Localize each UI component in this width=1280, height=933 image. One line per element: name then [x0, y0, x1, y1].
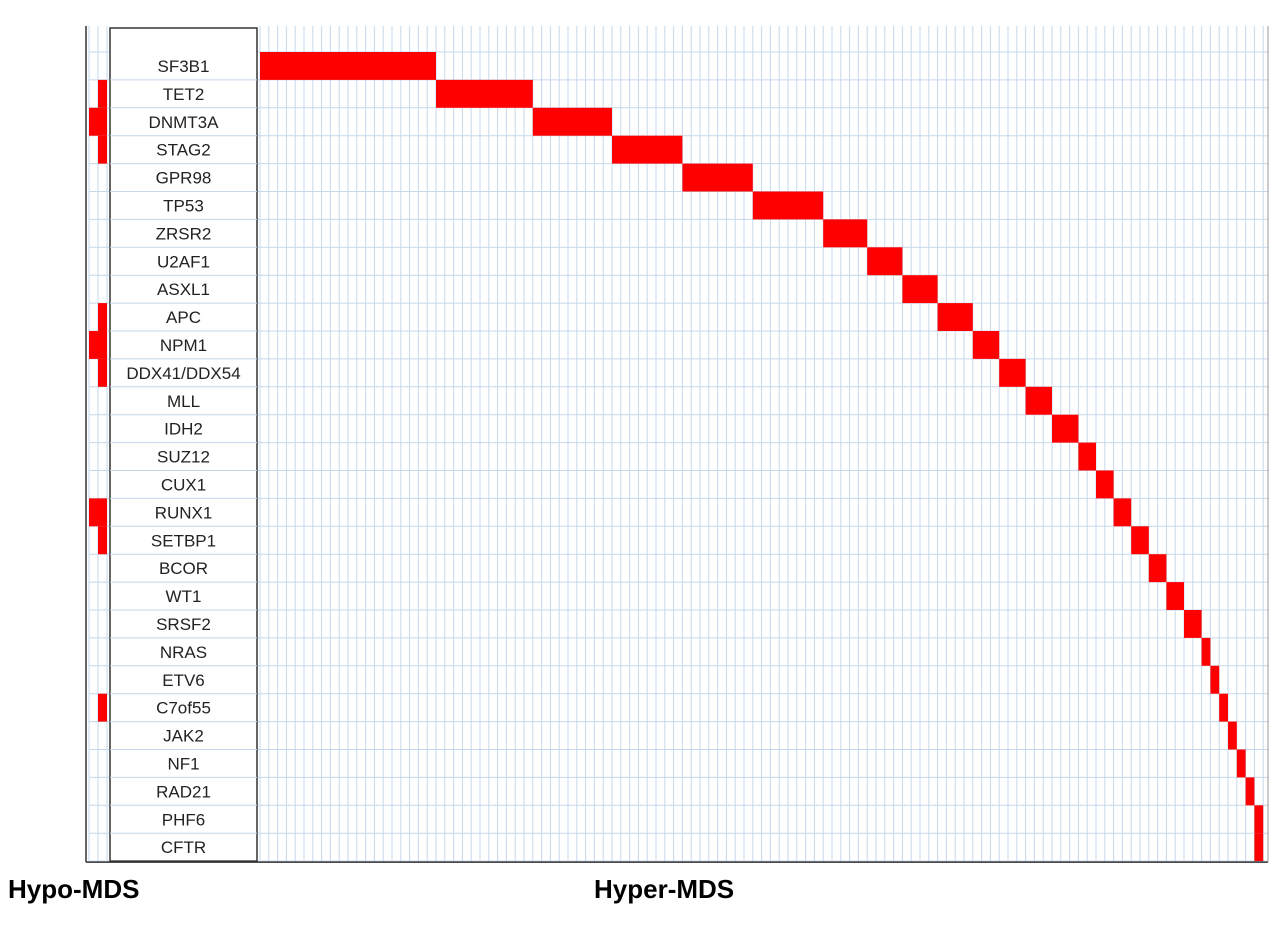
- mutation-cell-hyper: [902, 275, 938, 304]
- mutation-cell-hypo: [98, 135, 107, 164]
- mutation-cell-hypo: [98, 358, 107, 387]
- mutation-cell-hyper: [752, 191, 824, 220]
- gene-label: MLL: [167, 392, 200, 411]
- mutation-cell-hyper: [1184, 610, 1202, 638]
- gene-label: ETV6: [162, 671, 205, 690]
- gene-label: RUNX1: [155, 503, 213, 522]
- gene-label: BCOR: [159, 559, 208, 578]
- mutation-cell-hyper: [1078, 442, 1096, 471]
- gene-label: SUZ12: [157, 448, 210, 467]
- chart-frame: [85, 26, 1269, 863]
- gene-label: DNMT3A: [149, 113, 220, 132]
- gene-label: DDX41/DDX54: [126, 364, 240, 383]
- gene-label: SETBP1: [151, 531, 216, 550]
- mutation-cell-hyper: [1210, 665, 1220, 694]
- gene-label: CFTR: [161, 838, 206, 857]
- gene-label: C7of55: [156, 699, 211, 718]
- mutation-cell-hyper: [867, 247, 903, 276]
- gene-label: JAK2: [163, 727, 204, 746]
- mutation-cell-hypo: [98, 331, 107, 359]
- mutation-cell-hyper: [937, 303, 973, 331]
- gene-label-box: [109, 27, 258, 862]
- gene-label: GPR98: [156, 169, 212, 188]
- mutation-cell-hyper: [1228, 721, 1237, 750]
- gene-label: ASXL1: [157, 280, 210, 299]
- mutation-cell-hyper: [1245, 777, 1255, 806]
- mutation-cell-hyper: [1236, 749, 1246, 778]
- mutation-cell-hyper: [436, 79, 533, 108]
- mutation-cell-hyper: [1113, 498, 1132, 527]
- mutation-cell-hyper: [999, 358, 1026, 387]
- mutation-cell-hypo: [98, 498, 107, 527]
- gene-label: NF1: [167, 754, 199, 773]
- mutation-cell-hyper: [612, 135, 683, 164]
- mutation-cell-hyper: [1254, 805, 1264, 834]
- mutation-cell-hypo: [89, 498, 98, 527]
- gene-label: TET2: [163, 85, 205, 104]
- mutation-cell-hyper: [1096, 470, 1114, 499]
- gene-label: SRSF2: [156, 615, 211, 634]
- mutation-cell-hyper: [823, 219, 868, 248]
- gene-label: NRAS: [160, 643, 207, 662]
- mutation-cell-hypo: [98, 79, 107, 108]
- gene-label: SF3B1: [158, 57, 210, 76]
- mutation-cell-hyper: [1148, 554, 1167, 583]
- mutation-cell-hyper: [532, 107, 612, 136]
- gene-labels: SF3B1 TET2 DNMT3A STAG2 GPR98 TP53 ZRSR2 U2AF1 A…: [110, 57, 257, 857]
- gene-label: PHF6: [162, 810, 205, 829]
- gene-label: ZRSR2: [156, 224, 212, 243]
- gene-label: WT1: [166, 587, 202, 606]
- gene-label: TP53: [163, 196, 204, 215]
- mutation-cell-hyper: [682, 163, 753, 192]
- gene-label: RAD21: [156, 782, 211, 801]
- mutation-cell-hypo: [89, 107, 98, 136]
- mutation-cell-hyper: [1201, 637, 1211, 666]
- mutation-cell-hypo: [89, 331, 98, 359]
- gene-label: NPM1: [160, 336, 207, 355]
- gene-label: CUX1: [161, 475, 206, 494]
- gene-label: U2AF1: [157, 252, 210, 271]
- mutation-cell-hyper: [1166, 582, 1184, 610]
- hypo-group-label: Hypo-MDS: [8, 874, 139, 904]
- hyper-group-label: Hyper-MDS: [594, 874, 734, 904]
- mutation-cell-hyper: [1254, 833, 1264, 862]
- mutation-cells: [89, 52, 1264, 862]
- mutation-cell-hypo: [98, 303, 107, 331]
- mutation-cell-hypo: [98, 107, 107, 136]
- mutation-cell-hyper: [260, 52, 436, 80]
- mutation-cell-hyper: [1131, 526, 1149, 555]
- mutation-cell-hyper: [1052, 414, 1079, 443]
- mutation-cell-hyper: [972, 331, 1000, 359]
- gene-label: IDH2: [164, 420, 203, 439]
- mutation-cell-hyper: [1219, 693, 1228, 722]
- gene-label: APC: [166, 308, 201, 327]
- gene-label: STAG2: [156, 141, 210, 160]
- mutation-cell-hyper: [1025, 386, 1052, 415]
- mutation-cell-hypo: [98, 526, 107, 555]
- mutation-cell-hypo: [98, 693, 107, 722]
